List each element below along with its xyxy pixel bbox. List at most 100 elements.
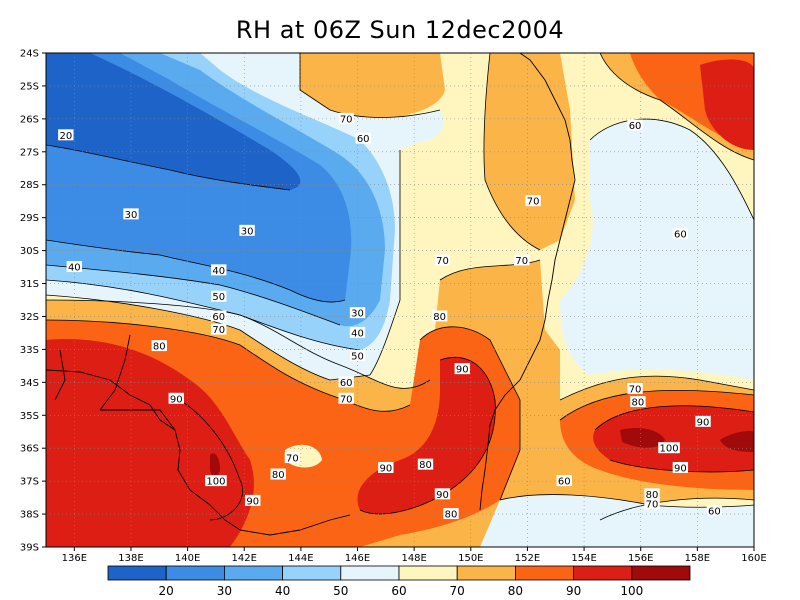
contour-label: 40 xyxy=(212,266,225,277)
lat-tick-label: 31S xyxy=(20,279,39,290)
lat-tick-label: 39S xyxy=(20,543,39,554)
contour-label: 80 xyxy=(153,342,166,353)
colorbar-swatch xyxy=(340,565,400,581)
contour-label: 80 xyxy=(433,312,446,323)
contour-label: 70 xyxy=(436,256,449,267)
contour-label-bg xyxy=(355,132,371,144)
lat-tick-label: 24S xyxy=(20,49,39,60)
contour-label-bg xyxy=(58,129,74,141)
contour-label: 90 xyxy=(456,365,469,376)
contour-label-bg xyxy=(338,112,354,124)
contour-label: 90 xyxy=(436,490,449,501)
contour-label-bg xyxy=(672,228,689,240)
contour-label: 70 xyxy=(340,114,353,125)
lon-tick-label: 138E xyxy=(118,553,143,564)
contour-label-bg xyxy=(378,461,394,473)
contour-label-bg xyxy=(695,415,711,427)
lat-tick-label: 26S xyxy=(20,114,39,125)
contour-label-bg xyxy=(270,468,286,480)
band-below-20 xyxy=(46,53,301,190)
plot-frame xyxy=(45,52,755,548)
contour-label-bg xyxy=(338,392,354,404)
map-title: RH at 06Z Sun 12dec2004 xyxy=(235,16,565,44)
band-50-60-east xyxy=(560,119,754,380)
contour-label-bg xyxy=(525,195,541,207)
contour-label: 60 xyxy=(340,378,353,389)
colorbar-swatch xyxy=(631,565,691,581)
colorbar-swatch xyxy=(515,565,575,581)
contour-label: 90 xyxy=(246,496,259,507)
contour-label: 80 xyxy=(445,510,458,521)
lon-tick-label: 144E xyxy=(288,553,313,564)
lon-tick-label: 154E xyxy=(571,553,596,564)
contour-label: 100 xyxy=(659,444,678,455)
contour-label-bg xyxy=(245,494,261,506)
colorbar: 20 30 40 50 60 70 80 90 100 xyxy=(107,565,691,598)
contour-label: 90 xyxy=(697,417,710,428)
contour-label-bg xyxy=(706,504,723,516)
contour-label-bg xyxy=(644,498,660,510)
contour-label: 40 xyxy=(351,328,364,339)
band-70-80-ne xyxy=(483,53,575,250)
colorbar-label: 20 xyxy=(159,584,174,598)
lat-tick-label: 38S xyxy=(20,510,39,521)
colorbar-label: 90 xyxy=(566,584,581,598)
lon-tick-label: 150E xyxy=(458,553,483,564)
contour-label: 60 xyxy=(558,477,571,488)
lon-tick-label: 140E xyxy=(175,553,200,564)
lat-tick-label: 34S xyxy=(20,378,39,389)
colorbar-label: 40 xyxy=(275,584,290,598)
contour-label: 80 xyxy=(419,460,432,471)
lat-tick-label: 36S xyxy=(20,444,39,455)
colorbar-label: 60 xyxy=(391,584,406,598)
contour-label: 70 xyxy=(340,394,353,405)
band-90-100-east xyxy=(700,59,754,150)
contour-label-bg xyxy=(338,376,354,388)
colorbar-label: 80 xyxy=(508,584,523,598)
contour-label-bg xyxy=(556,475,572,487)
contour-label-bg xyxy=(434,254,451,266)
lon-tick-label: 152E xyxy=(515,553,540,564)
band-70-80-north xyxy=(300,53,445,120)
colorbar-swatch xyxy=(282,565,342,581)
contour-label: 20 xyxy=(59,131,72,142)
contour-label-bg xyxy=(349,349,366,361)
contour-label-bg xyxy=(205,475,227,487)
contour-label: 30 xyxy=(241,226,254,237)
contour-label-bg xyxy=(151,340,167,352)
contour-label-bg xyxy=(239,224,255,236)
lat-tick-label: 28S xyxy=(20,180,39,191)
colorbar-label: 100 xyxy=(620,584,643,598)
contour-label-bg xyxy=(284,452,301,464)
band-90-100-s2 xyxy=(357,357,496,514)
colorbar-label: 30 xyxy=(217,584,232,598)
contour-label-bg xyxy=(211,323,227,335)
contour-label: 50 xyxy=(351,351,364,362)
contour-label: 60 xyxy=(674,230,687,241)
band-50-60-se xyxy=(480,494,754,547)
contour-label: 30 xyxy=(125,210,138,221)
lon-tick-label: 148E xyxy=(401,553,426,564)
contour-label: 70 xyxy=(646,500,659,511)
contour-label-bg xyxy=(627,119,643,131)
contour-label: 60 xyxy=(212,312,225,323)
contour-label: 60 xyxy=(708,506,721,517)
lon-tick-label: 136E xyxy=(62,553,87,564)
contour-label-bg xyxy=(123,208,139,220)
contour-label: 70 xyxy=(212,325,225,336)
lon-tick-label: 158E xyxy=(685,553,710,564)
contour-label-bg xyxy=(349,326,366,338)
coastline xyxy=(46,53,576,536)
contour-label-bg xyxy=(644,488,660,500)
colorbar-swatch xyxy=(107,565,167,581)
contour-label-bg xyxy=(630,396,646,408)
lat-tick-label: 33S xyxy=(20,345,39,356)
contour-label-bg xyxy=(431,310,448,322)
lon-tick-label: 146E xyxy=(345,553,370,564)
lat-tick-label: 25S xyxy=(20,81,39,92)
contour-label-bg xyxy=(514,254,530,266)
contour-label-bg xyxy=(454,363,471,375)
colorbar-label: 70 xyxy=(450,584,465,598)
contour-label: 100 xyxy=(206,477,225,488)
